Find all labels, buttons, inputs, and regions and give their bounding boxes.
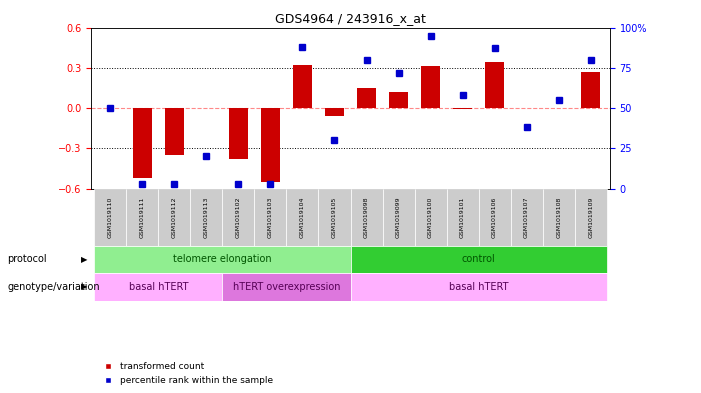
Bar <box>479 189 510 246</box>
Bar <box>543 189 575 246</box>
Text: GSM1019113: GSM1019113 <box>204 196 209 238</box>
Legend: transformed count, percentile rank within the sample: transformed count, percentile rank withi… <box>95 359 277 389</box>
Text: genotype/variation: genotype/variation <box>7 282 100 292</box>
Text: GSM1019103: GSM1019103 <box>268 196 273 238</box>
Text: protocol: protocol <box>7 254 47 264</box>
Text: control: control <box>462 254 496 264</box>
Bar <box>222 273 350 301</box>
Text: GSM1019109: GSM1019109 <box>588 196 593 238</box>
Text: GSM1019111: GSM1019111 <box>140 196 145 238</box>
Text: GSM1019105: GSM1019105 <box>332 196 337 238</box>
Bar <box>447 189 479 246</box>
Text: GSM1019099: GSM1019099 <box>396 196 401 238</box>
Bar <box>575 189 606 246</box>
Bar <box>318 189 350 246</box>
Bar <box>132 108 152 178</box>
Bar <box>293 65 312 108</box>
Text: GSM1019102: GSM1019102 <box>236 196 241 238</box>
Text: GSM1019107: GSM1019107 <box>524 196 529 238</box>
Bar <box>229 108 248 159</box>
Text: ▶: ▶ <box>81 283 88 291</box>
Text: basal hTERT: basal hTERT <box>128 282 188 292</box>
Bar <box>325 108 344 116</box>
Bar <box>261 108 280 182</box>
Text: hTERT overexpression: hTERT overexpression <box>233 282 340 292</box>
Text: GSM1019106: GSM1019106 <box>492 196 497 238</box>
Bar <box>165 108 184 155</box>
Text: GSM1019108: GSM1019108 <box>556 196 561 238</box>
Bar <box>158 189 191 246</box>
Text: GSM1019101: GSM1019101 <box>460 196 465 238</box>
Text: GSM1019104: GSM1019104 <box>300 196 305 238</box>
Bar <box>287 189 318 246</box>
Bar <box>510 189 543 246</box>
Bar <box>95 246 350 273</box>
Title: GDS4964 / 243916_x_at: GDS4964 / 243916_x_at <box>275 12 426 25</box>
Bar <box>95 189 126 246</box>
Bar <box>126 189 158 246</box>
Bar <box>421 66 440 108</box>
Bar <box>350 189 383 246</box>
Text: ▶: ▶ <box>81 255 88 264</box>
Bar <box>389 92 408 108</box>
Bar <box>414 189 447 246</box>
Text: telomere elongation: telomere elongation <box>173 254 272 264</box>
Bar <box>485 62 504 108</box>
Bar <box>254 189 287 246</box>
Text: GSM1019110: GSM1019110 <box>108 196 113 238</box>
Text: GSM1019100: GSM1019100 <box>428 196 433 238</box>
Bar <box>383 189 414 246</box>
Bar <box>357 88 376 108</box>
Text: GSM1019112: GSM1019112 <box>172 196 177 238</box>
Bar <box>453 108 472 109</box>
Text: basal hTERT: basal hTERT <box>449 282 508 292</box>
Bar <box>350 273 606 301</box>
Bar <box>95 273 222 301</box>
Bar <box>191 189 222 246</box>
Bar <box>350 246 606 273</box>
Text: GSM1019098: GSM1019098 <box>364 196 369 238</box>
Bar <box>581 72 600 108</box>
Bar <box>222 189 254 246</box>
